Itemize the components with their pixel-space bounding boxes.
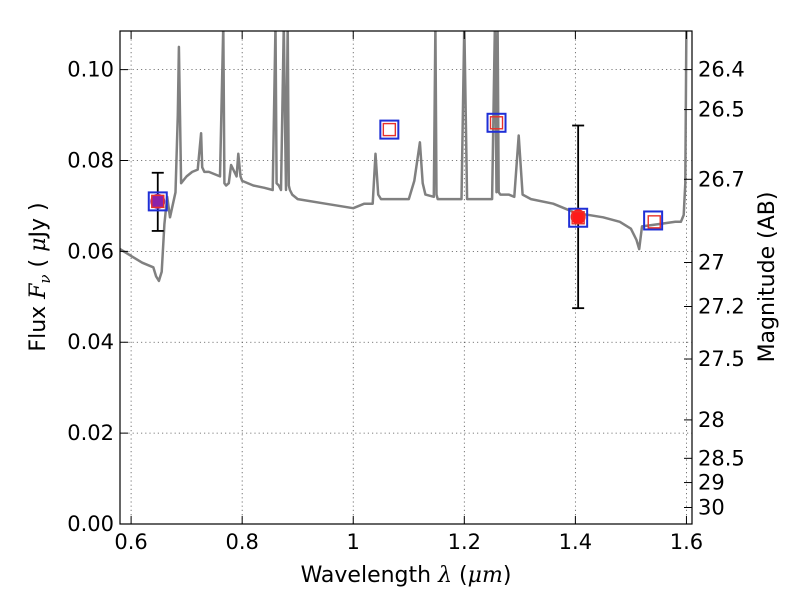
y-tick-label: 0.10 bbox=[67, 58, 114, 82]
x-tick-label: 0.6 bbox=[114, 530, 147, 554]
magnitude-tick-label: 27.5 bbox=[698, 347, 745, 371]
magnitude-tick-label: 30 bbox=[698, 496, 725, 520]
y-tick-label: 0.04 bbox=[67, 330, 114, 354]
magnitude-tick-label: 26.4 bbox=[698, 58, 745, 82]
red-square-marker bbox=[571, 211, 585, 225]
red-square-marker bbox=[647, 215, 661, 229]
magnitude-tick-label: 27.2 bbox=[698, 295, 745, 319]
x-tick-label: 1 bbox=[347, 530, 360, 554]
axis-tick-labels: 0.6 0.8 1 1.2 1.4 1.6 0.00 0.02 0.04 0.06 0.08 0.10… bbox=[67, 58, 745, 554]
magnitude-tick-label: 28 bbox=[698, 408, 725, 432]
filled-circle-marker bbox=[570, 209, 586, 225]
red-square-marker bbox=[382, 122, 397, 137]
red-square-marker bbox=[151, 194, 165, 209]
magnitude-tick-label: 29 bbox=[698, 471, 725, 495]
x-axis-title: Wavelength λ (μm) bbox=[301, 563, 512, 588]
photometry-markers bbox=[147, 112, 664, 310]
y-tick-label: 0.08 bbox=[67, 148, 114, 172]
magnitude-tick-label: 26.5 bbox=[698, 98, 745, 122]
red-square-marker bbox=[489, 116, 504, 130]
y-tick-label: 0.06 bbox=[67, 239, 114, 263]
x-tick-label: 1.4 bbox=[559, 530, 592, 554]
y-axis-title: Flux Fν ( μJy ) bbox=[26, 202, 54, 351]
plot-background bbox=[120, 31, 692, 524]
magnitude-tick-label: 28.5 bbox=[698, 446, 745, 470]
magnitude-tick-label: 27 bbox=[698, 251, 725, 275]
x-tick-label: 0.8 bbox=[225, 530, 258, 554]
blue-square-marker bbox=[643, 210, 664, 231]
model-spectrum-line bbox=[120, 31, 688, 283]
x-tick-label: 1.2 bbox=[448, 530, 481, 554]
right-axis-title: Magnitude (AB) bbox=[755, 192, 780, 363]
blue-square-marker bbox=[486, 112, 507, 133]
axis-ticks bbox=[120, 31, 692, 525]
x-tick-label: 1.6 bbox=[670, 530, 703, 554]
plot-frame bbox=[119, 30, 693, 525]
y-tick-label: 0.00 bbox=[67, 512, 114, 536]
filled-circle-marker bbox=[150, 193, 166, 209]
blue-square-marker bbox=[147, 191, 168, 212]
blue-square-marker bbox=[568, 207, 589, 228]
blue-square-marker bbox=[379, 119, 400, 140]
y-tick-label: 0.02 bbox=[67, 421, 114, 445]
magnitude-tick-label: 26.7 bbox=[698, 167, 745, 191]
